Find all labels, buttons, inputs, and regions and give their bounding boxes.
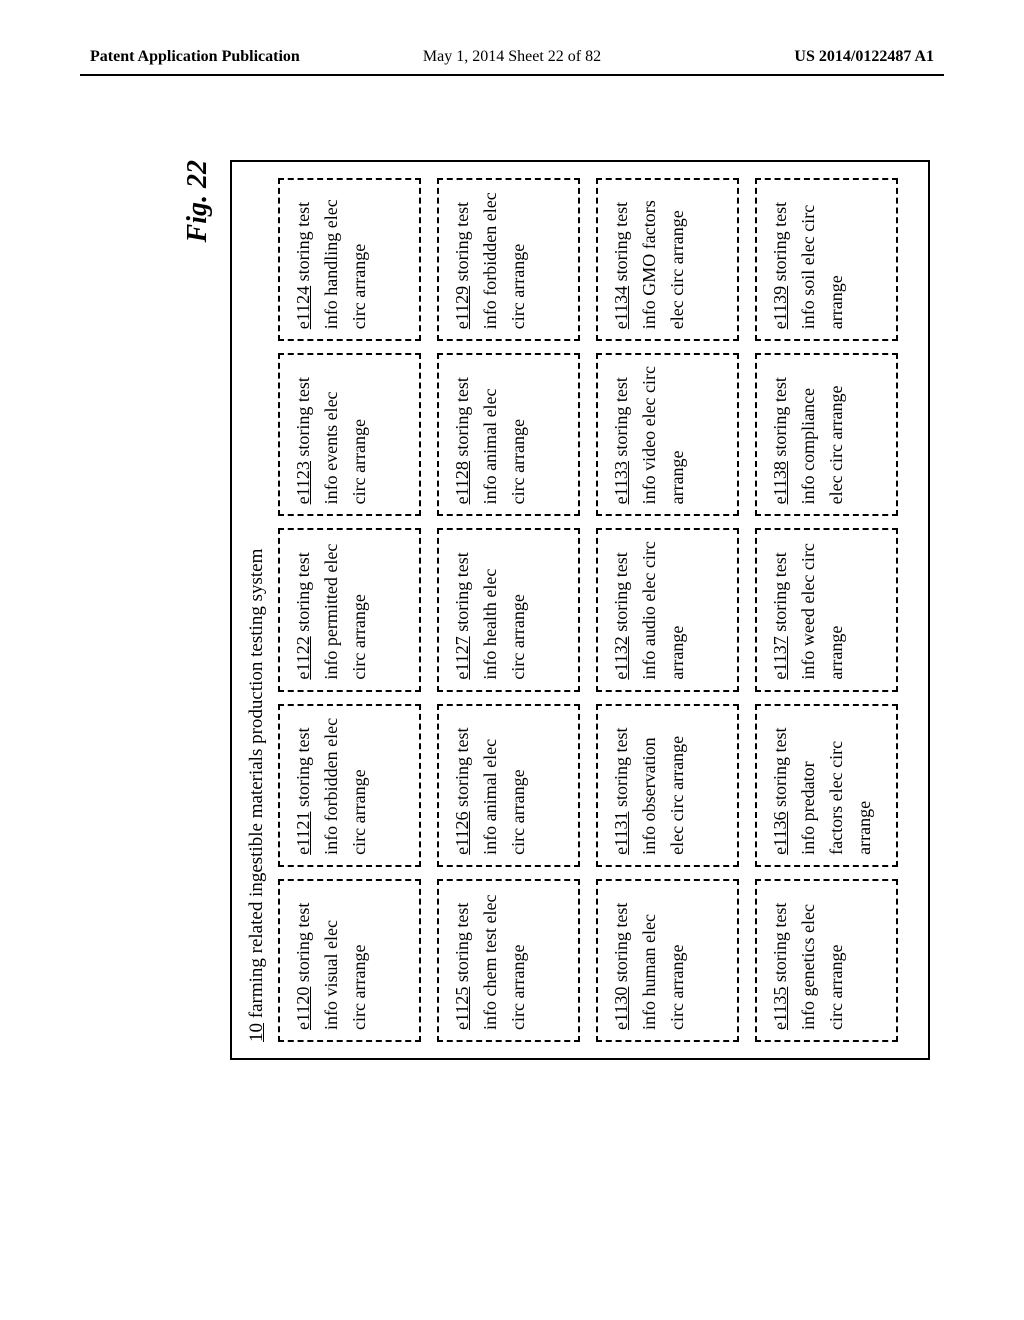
cell-e1132: e1132 storing test info audio elec circ …	[596, 528, 739, 691]
cell-ref: e1124	[293, 286, 313, 329]
cell-ref: e1129	[452, 286, 472, 329]
cell-e1127: e1127 storing test info health elec circ…	[437, 528, 580, 691]
cell-ref: e1120	[293, 987, 313, 1030]
figure-area: Fig. 22 10 farming related ingestible ma…	[115, 225, 1024, 985]
cell-ref: e1137	[770, 636, 790, 679]
cell-e1122: e1122 storing test info permitted elec c…	[278, 528, 421, 691]
header-rule	[80, 74, 944, 76]
cell-ref: e1131	[611, 811, 631, 854]
cell-e1124: e1124 storing test info handling elec ci…	[278, 178, 421, 341]
cells-grid: e1120 storing test info visual elec circ…	[278, 178, 898, 1042]
cell-e1125: e1125 storing test info chem test elec c…	[437, 879, 580, 1042]
cell-ref: e1138	[770, 461, 790, 504]
outer-title: 10 farming related ingestible materials …	[246, 178, 268, 1042]
cell-ref: e1126	[452, 811, 472, 854]
cell-e1129: e1129 storing test info forbidden elec c…	[437, 178, 580, 341]
cell-ref: e1125	[452, 987, 472, 1030]
cell-e1139: e1139 storing test info soil elec circ a…	[755, 178, 898, 341]
cell-e1121: e1121 storing test info forbidden elec c…	[278, 704, 421, 867]
cell-e1134: e1134 storing test info GMO factors elec…	[596, 178, 739, 341]
cell-ref: e1123	[293, 461, 313, 504]
cell-ref: e1134	[611, 286, 631, 329]
cell-ref: e1139	[770, 286, 790, 329]
cell-ref: e1127	[452, 636, 472, 679]
cell-e1130: e1130 storing test info human elec circ …	[596, 879, 739, 1042]
cell-e1128: e1128 storing test info animal elec circ…	[437, 353, 580, 516]
outer-ref: 10	[246, 1023, 267, 1042]
cell-ref: e1135	[770, 987, 790, 1030]
cell-ref: e1133	[611, 461, 631, 504]
cell-ref: e1132	[611, 636, 631, 679]
cell-e1123: e1123 storing test info events elec circ…	[278, 353, 421, 516]
cell-e1133: e1133 storing test info video elec circ …	[596, 353, 739, 516]
cell-e1137: e1137 storing test info weed elec circ a…	[755, 528, 898, 691]
cell-e1138: e1138 storing test info compliance elec …	[755, 353, 898, 516]
figure-label: Fig. 22	[182, 160, 214, 242]
cell-ref: e1136	[770, 811, 790, 854]
page: Patent Application Publication May 1, 20…	[0, 0, 1024, 1320]
cell-e1136: e1136 storing test info predator factors…	[755, 704, 898, 867]
cell-e1135: e1135 storing test info genetics elec ci…	[755, 879, 898, 1042]
cell-ref: e1128	[452, 461, 472, 504]
cell-e1120: e1120 storing test info visual elec circ…	[278, 879, 421, 1042]
cell-ref: e1130	[611, 987, 631, 1030]
page-header: Patent Application Publication May 1, 20…	[0, 48, 1024, 76]
cell-e1131: e1131 storing test info observation elec…	[596, 704, 739, 867]
figure-landscape: Fig. 22 10 farming related ingestible ma…	[190, 150, 950, 1060]
header-right: US 2014/0122487 A1	[794, 48, 934, 66]
outer-title-text: farming related ingestible materials pro…	[246, 549, 267, 1023]
cell-ref: e1121	[293, 811, 313, 854]
outer-box: 10 farming related ingestible materials …	[230, 160, 930, 1060]
cell-e1126: e1126 storing test info animal elec circ…	[437, 704, 580, 867]
cell-ref: e1122	[293, 636, 313, 679]
